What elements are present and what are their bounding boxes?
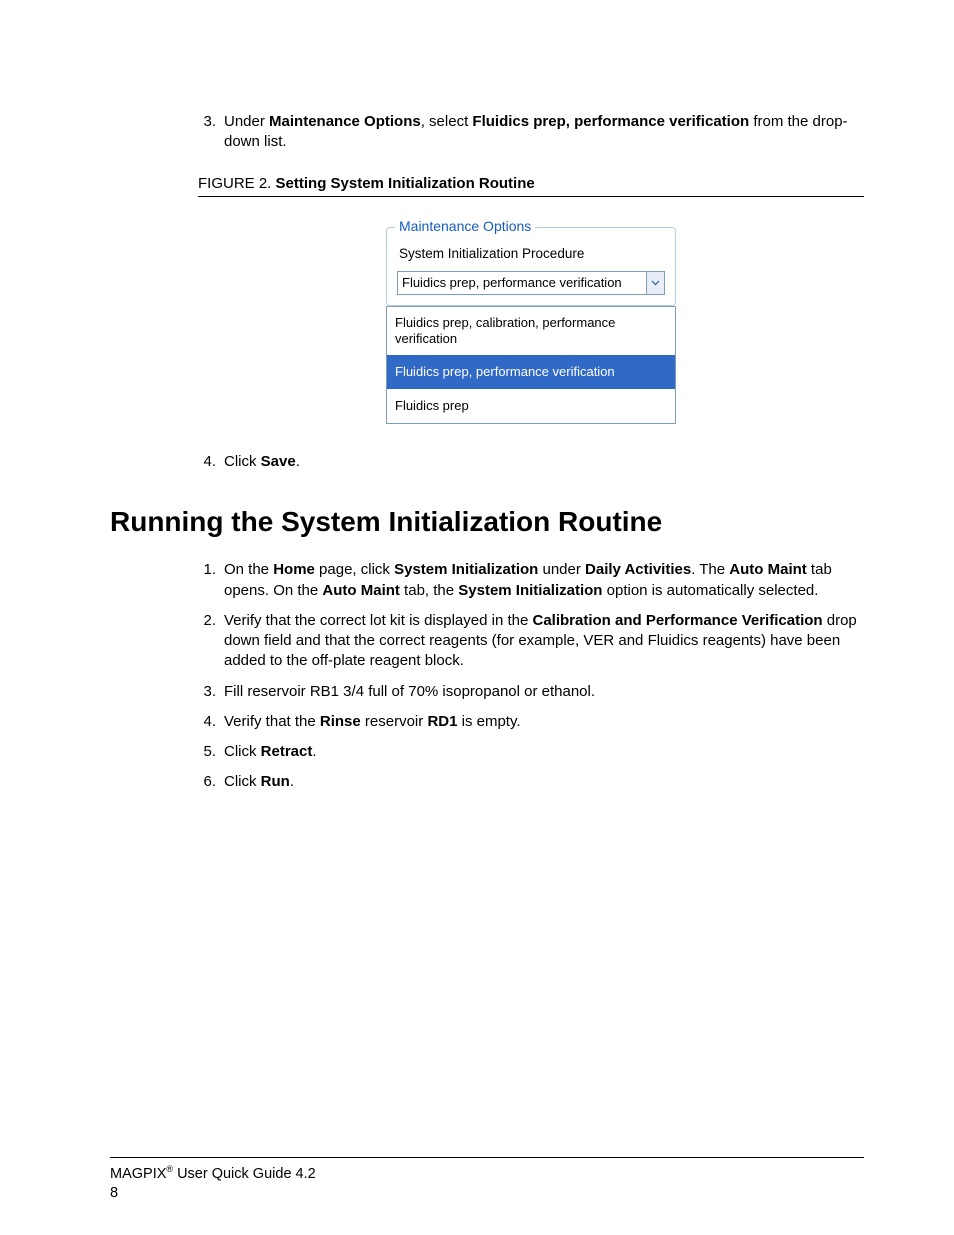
list-item: 1.On the Home page, click System Initial… [198, 560, 864, 601]
footer-product: MAGPIX [110, 1166, 166, 1182]
figure-caption: FIGURE 2. Setting System Initialization … [198, 175, 864, 197]
list-item-body: On the Home page, click System Initializ… [224, 560, 864, 601]
list-item-number: 3. [198, 112, 224, 153]
section-heading: Running the System Initialization Routin… [110, 506, 864, 538]
list-item: 5.Click Retract. [198, 742, 864, 762]
list-item-body: Verify that the correct lot kit is displ… [224, 611, 864, 672]
list-option[interactable]: Fluidics prep, calibration, performance … [387, 307, 675, 356]
page: 3.Under Maintenance Options, select Flui… [0, 0, 954, 1235]
list-item-number: 5. [198, 742, 224, 762]
list-item-number: 6. [198, 772, 224, 792]
list-option[interactable]: Fluidics prep [387, 389, 675, 423]
chevron-down-icon [651, 280, 660, 286]
fieldset-legend: Maintenance Options [395, 218, 535, 234]
step-list-b: 4.Click Save. [198, 452, 864, 472]
list-item-body: Click Retract. [224, 742, 864, 762]
figure-block: FIGURE 2. Setting System Initialization … [198, 175, 864, 425]
list-item-number: 1. [198, 560, 224, 601]
footer-rest: User Quick Guide 4.2 [173, 1166, 316, 1182]
figure-title: Setting System Initialization Routine [276, 175, 535, 192]
list-item-number: 3. [198, 682, 224, 702]
procedure-select[interactable]: Fluidics prep, performance verification [397, 271, 665, 295]
list-item: 4.Click Save. [198, 452, 864, 472]
procedure-label: System Initialization Procedure [399, 246, 665, 261]
list-item: 3.Under Maintenance Options, select Flui… [198, 112, 864, 153]
list-item-body: Verify that the Rinse reservoir RD1 is e… [224, 712, 864, 732]
figure-wrap: Maintenance Options System Initializatio… [198, 227, 864, 425]
list-item-body: Click Run. [224, 772, 864, 792]
list-item-body: Click Save. [224, 452, 864, 472]
list-item: 6.Click Run. [198, 772, 864, 792]
footer-page-number: 8 [110, 1185, 118, 1201]
list-item: 2.Verify that the correct lot kit is dis… [198, 611, 864, 672]
dropdown-button[interactable] [647, 271, 665, 295]
step-list-a: 3.Under Maintenance Options, select Flui… [198, 112, 864, 153]
maintenance-options-fieldset: Maintenance Options System Initializatio… [386, 227, 676, 306]
list-item-number: 4. [198, 452, 224, 472]
list-item-body: Under Maintenance Options, select Fluidi… [224, 112, 864, 153]
procedure-select-value[interactable]: Fluidics prep, performance verification [397, 271, 647, 295]
list-item-number: 2. [198, 611, 224, 672]
step-list-c: 1.On the Home page, click System Initial… [198, 560, 864, 792]
content-area: 3.Under Maintenance Options, select Flui… [110, 112, 864, 803]
list-option[interactable]: Fluidics prep, performance verification [387, 355, 675, 389]
page-footer: MAGPIX® User Quick Guide 4.2 8 [110, 1157, 864, 1203]
list-item-number: 4. [198, 712, 224, 732]
list-item: 3.Fill reservoir RB1 3/4 full of 70% iso… [198, 682, 864, 702]
list-item-body: Fill reservoir RB1 3/4 full of 70% isopr… [224, 682, 864, 702]
procedure-listbox[interactable]: Fluidics prep, calibration, performance … [386, 306, 676, 425]
list-item: 4.Verify that the Rinse reservoir RD1 is… [198, 712, 864, 732]
figure-label: FIGURE 2. [198, 175, 271, 192]
figure-stack: Maintenance Options System Initializatio… [386, 227, 676, 425]
